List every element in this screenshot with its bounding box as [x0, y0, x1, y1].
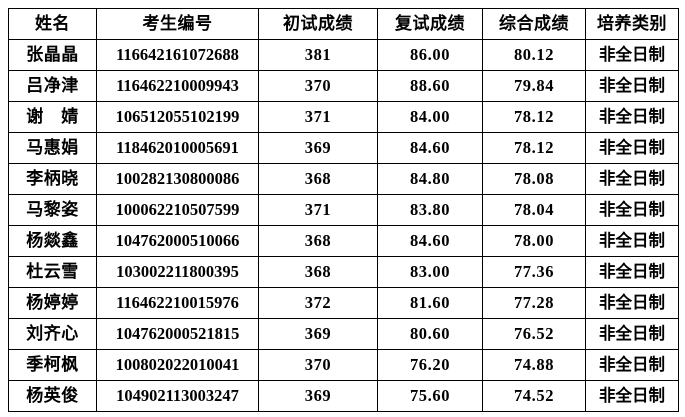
table-row: 杜云雪 103002211800395 368 83.00 77.36 非全日制 [8, 256, 679, 288]
cell-prelim: 381 [258, 39, 378, 71]
cell-name: 李柄晓 [8, 163, 97, 195]
cell-category: 非全日制 [585, 287, 679, 319]
cell-category: 非全日制 [585, 380, 679, 412]
cell-prelim: 372 [258, 287, 378, 319]
cell-examno: 100062210507599 [96, 194, 259, 226]
cell-examno: 116462210009943 [96, 70, 259, 102]
cell-name: 吕净津 [8, 70, 97, 102]
cell-examno: 104762000510066 [96, 225, 259, 257]
table-body: 张晶晶 116642161072688 381 86.00 80.12 非全日制… [8, 39, 679, 412]
cell-category: 非全日制 [585, 163, 679, 195]
cell-examno: 106512055102199 [96, 101, 259, 133]
cell-name: 季柯枫 [8, 349, 97, 381]
cell-retest: 84.60 [377, 225, 483, 257]
cell-category: 非全日制 [585, 101, 679, 133]
cell-overall: 80.12 [482, 39, 586, 71]
cell-overall: 79.84 [482, 70, 586, 102]
cell-name: 马黎姿 [8, 194, 97, 226]
cell-retest: 80.60 [377, 318, 483, 350]
cell-category: 非全日制 [585, 256, 679, 288]
table-header-row: 姓名 考生编号 初试成绩 复试成绩 综合成绩 培养类别 [8, 8, 679, 40]
cell-overall: 78.12 [482, 101, 586, 133]
table-row: 马黎姿 100062210507599 371 83.80 78.04 非全日制 [8, 194, 679, 226]
table-row: 刘齐心 104762000521815 369 80.60 76.52 非全日制 [8, 318, 679, 350]
cell-name: 杨燚鑫 [8, 225, 97, 257]
cell-overall: 76.52 [482, 318, 586, 350]
cell-retest: 84.00 [377, 101, 483, 133]
cell-examno: 103002211800395 [96, 256, 259, 288]
table-row: 杨燚鑫 104762000510066 368 84.60 78.00 非全日制 [8, 225, 679, 257]
cell-category: 非全日制 [585, 39, 679, 71]
cell-name: 张晶晶 [8, 39, 97, 71]
cell-category: 非全日制 [585, 132, 679, 164]
cell-examno: 116462210015976 [96, 287, 259, 319]
cell-prelim: 369 [258, 380, 378, 412]
cell-category: 非全日制 [585, 225, 679, 257]
cell-overall: 77.36 [482, 256, 586, 288]
column-header-examno: 考生编号 [96, 8, 259, 40]
cell-category: 非全日制 [585, 349, 679, 381]
cell-category: 非全日制 [585, 70, 679, 102]
cell-retest: 84.80 [377, 163, 483, 195]
cell-prelim: 371 [258, 194, 378, 226]
table-row: 杨英俊 104902113003247 369 75.60 74.52 非全日制 [8, 380, 679, 412]
cell-prelim: 370 [258, 349, 378, 381]
cell-retest: 83.80 [377, 194, 483, 226]
cell-prelim: 369 [258, 132, 378, 164]
cell-prelim: 368 [258, 225, 378, 257]
cell-prelim: 371 [258, 101, 378, 133]
cell-retest: 83.00 [377, 256, 483, 288]
table-row: 张晶晶 116642161072688 381 86.00 80.12 非全日制 [8, 39, 679, 71]
cell-overall: 78.04 [482, 194, 586, 226]
cell-prelim: 370 [258, 70, 378, 102]
cell-examno: 118462010005691 [96, 132, 259, 164]
admission-results-table: 姓名 考生编号 初试成绩 复试成绩 综合成绩 培养类别 张晶晶 11664216… [8, 8, 679, 412]
cell-name: 谢 婧 [8, 101, 97, 133]
cell-name: 杨英俊 [8, 380, 97, 412]
cell-overall: 77.28 [482, 287, 586, 319]
cell-category: 非全日制 [585, 318, 679, 350]
cell-overall: 78.08 [482, 163, 586, 195]
column-header-name: 姓名 [8, 8, 97, 40]
table-row: 李柄晓 100282130800086 368 84.80 78.08 非全日制 [8, 163, 679, 195]
cell-category: 非全日制 [585, 194, 679, 226]
cell-overall: 74.52 [482, 380, 586, 412]
cell-examno: 104762000521815 [96, 318, 259, 350]
table-row: 季柯枫 100802022010041 370 76.20 74.88 非全日制 [8, 349, 679, 381]
cell-name: 杜云雪 [8, 256, 97, 288]
cell-name: 杨婷婷 [8, 287, 97, 319]
cell-examno: 116642161072688 [96, 39, 259, 71]
cell-retest: 81.60 [377, 287, 483, 319]
column-header-prelim: 初试成绩 [258, 8, 378, 40]
column-header-overall: 综合成绩 [482, 8, 586, 40]
cell-overall: 78.00 [482, 225, 586, 257]
cell-prelim: 369 [258, 318, 378, 350]
cell-overall: 74.88 [482, 349, 586, 381]
column-header-category: 培养类别 [585, 8, 679, 40]
cell-examno: 100282130800086 [96, 163, 259, 195]
cell-name: 刘齐心 [8, 318, 97, 350]
cell-retest: 86.00 [377, 39, 483, 71]
table-header: 姓名 考生编号 初试成绩 复试成绩 综合成绩 培养类别 [8, 8, 679, 40]
table-row: 杨婷婷 116462210015976 372 81.60 77.28 非全日制 [8, 287, 679, 319]
table-row: 马惠娟 118462010005691 369 84.60 78.12 非全日制 [8, 132, 679, 164]
cell-retest: 84.60 [377, 132, 483, 164]
results-table-container: 姓名 考生编号 初试成绩 复试成绩 综合成绩 培养类别 张晶晶 11664216… [8, 8, 679, 412]
cell-retest: 76.20 [377, 349, 483, 381]
cell-prelim: 368 [258, 256, 378, 288]
table-row: 谢 婧 106512055102199 371 84.00 78.12 非全日制 [8, 101, 679, 133]
cell-retest: 75.60 [377, 380, 483, 412]
cell-name: 马惠娟 [8, 132, 97, 164]
cell-examno: 100802022010041 [96, 349, 259, 381]
cell-retest: 88.60 [377, 70, 483, 102]
cell-examno: 104902113003247 [96, 380, 259, 412]
column-header-retest: 复试成绩 [377, 8, 483, 40]
cell-prelim: 368 [258, 163, 378, 195]
table-row: 吕净津 116462210009943 370 88.60 79.84 非全日制 [8, 70, 679, 102]
cell-overall: 78.12 [482, 132, 586, 164]
